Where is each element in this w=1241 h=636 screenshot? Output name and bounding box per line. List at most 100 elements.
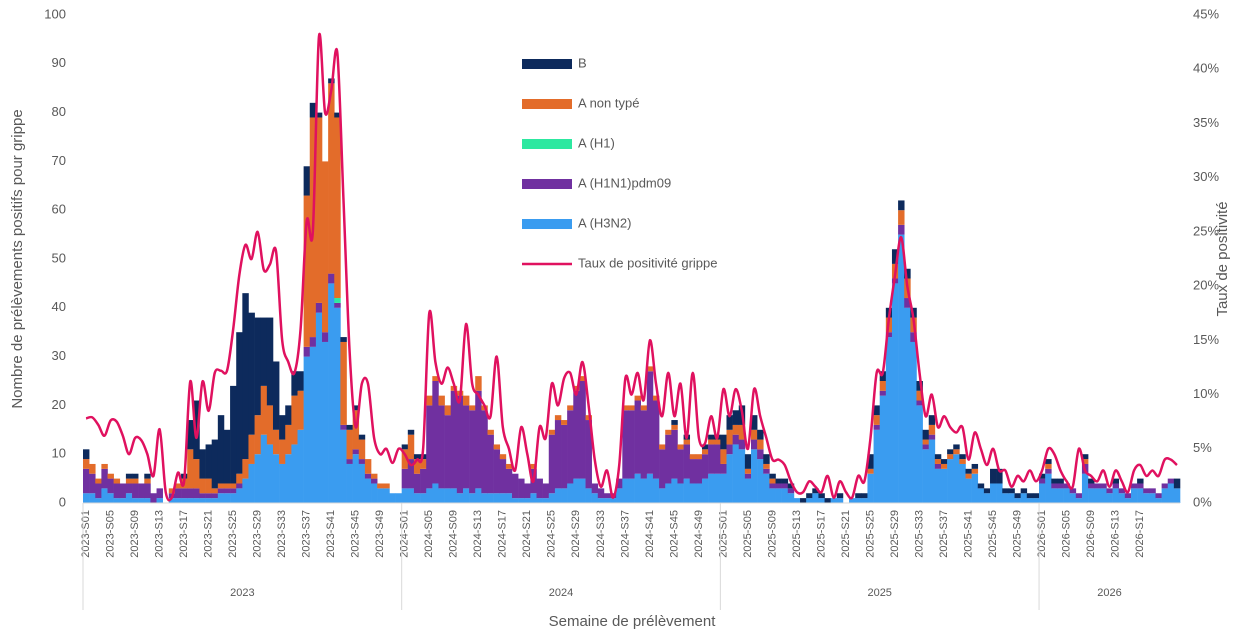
bar-segment bbox=[254, 317, 262, 416]
x-tick-label: 2025-S25 bbox=[864, 510, 876, 558]
bar-segment bbox=[928, 434, 936, 440]
bar-segment bbox=[1075, 493, 1083, 499]
bar-segment bbox=[95, 478, 102, 484]
bar-segment bbox=[1014, 498, 1021, 503]
bar-segment bbox=[695, 454, 703, 460]
bar-segment bbox=[977, 483, 985, 489]
bar-segment bbox=[1045, 459, 1052, 464]
x-tick-label: 2023-S09 bbox=[129, 510, 141, 558]
bar-segment bbox=[947, 449, 954, 455]
bar-segment bbox=[628, 410, 635, 479]
bar-segment bbox=[928, 415, 936, 425]
x-tick-label: 2025-S21 bbox=[840, 510, 852, 558]
bar-segment bbox=[1032, 493, 1040, 499]
bar-segment bbox=[346, 459, 353, 464]
bar-segment bbox=[1124, 498, 1132, 503]
bar-segment bbox=[781, 478, 789, 484]
bar-segment bbox=[573, 385, 580, 391]
bar-segment bbox=[401, 488, 409, 503]
bar-segment bbox=[199, 493, 206, 499]
x-tick-label: 2025-S17 bbox=[815, 510, 827, 558]
bar-segment bbox=[1112, 478, 1120, 484]
bar-segment bbox=[634, 395, 641, 401]
bar-segment bbox=[683, 444, 691, 479]
bar-segment bbox=[438, 395, 445, 406]
bar-segment bbox=[83, 493, 90, 503]
bar-segment bbox=[132, 473, 139, 479]
y-tick-label: 60 bbox=[52, 202, 66, 217]
bar-segment bbox=[1051, 488, 1058, 503]
bar-segment bbox=[579, 376, 586, 381]
bar-segment bbox=[456, 493, 464, 503]
bar-segment bbox=[763, 468, 770, 474]
bar-segment bbox=[1063, 483, 1070, 489]
bar-segment bbox=[217, 493, 225, 503]
bar-segment bbox=[738, 424, 746, 440]
bar-segment bbox=[775, 488, 782, 503]
bar-segment bbox=[910, 341, 917, 503]
bar-segment bbox=[603, 493, 611, 499]
bar-segment bbox=[487, 493, 494, 503]
y-tick-label: 90 bbox=[52, 55, 66, 70]
bar-segment bbox=[769, 478, 776, 484]
bar-segment bbox=[726, 415, 733, 430]
bar-segment bbox=[211, 493, 219, 499]
bar-segment bbox=[561, 420, 568, 425]
bar-segment bbox=[836, 498, 844, 503]
bar-segment bbox=[959, 454, 966, 460]
bar-segment bbox=[990, 483, 997, 503]
x-tick-label: 2023-S21 bbox=[203, 510, 215, 558]
bar-segment bbox=[775, 478, 782, 484]
bar-segment bbox=[291, 395, 298, 445]
bar-segment bbox=[113, 483, 121, 499]
legend-label: A (H1) bbox=[578, 135, 615, 150]
bar-segment bbox=[291, 444, 298, 503]
y-tick-label: 30 bbox=[52, 348, 66, 363]
bar-segment bbox=[787, 483, 795, 489]
bar-segment bbox=[1161, 483, 1169, 489]
bar-segment bbox=[358, 463, 366, 503]
bar-segment bbox=[242, 478, 249, 503]
bar-segment bbox=[751, 429, 758, 440]
x-tick-label: 2026-S05 bbox=[1061, 510, 1073, 558]
bar-segment bbox=[873, 429, 881, 503]
bar-segment bbox=[328, 283, 335, 503]
x-tick-label: 2025-S01 bbox=[717, 510, 729, 558]
bar-segment bbox=[708, 434, 715, 440]
bar-segment bbox=[89, 463, 96, 474]
legend-swatch bbox=[522, 219, 572, 229]
bar-segment bbox=[230, 385, 237, 484]
y-tick-label: 10 bbox=[52, 446, 66, 461]
bar-segment bbox=[420, 468, 427, 494]
bar-segment bbox=[125, 478, 133, 484]
bar-segment bbox=[1100, 483, 1107, 489]
bar-segment bbox=[793, 498, 801, 503]
x-tick-label: 2025-S09 bbox=[766, 510, 778, 558]
x-group-label: 2024 bbox=[549, 587, 573, 599]
x-tick-label: 2023-S49 bbox=[374, 510, 386, 558]
bar-segment bbox=[371, 483, 378, 503]
bar-segment bbox=[107, 493, 114, 503]
y-axis-title: Nombre de prélèvements positifs pour gri… bbox=[9, 109, 26, 408]
bar-segment bbox=[916, 405, 923, 503]
bar-segment bbox=[548, 493, 556, 503]
bar-segment bbox=[315, 117, 323, 303]
bar-segment bbox=[260, 385, 268, 435]
y-tick-label: 80 bbox=[52, 104, 66, 119]
bar-segment bbox=[223, 493, 231, 503]
bar-segment bbox=[291, 371, 298, 396]
bar-segment bbox=[879, 390, 887, 396]
bar-segment bbox=[297, 371, 304, 391]
x-tick-label: 2023-S17 bbox=[178, 510, 190, 558]
bar-segment bbox=[904, 298, 911, 308]
bar-segment bbox=[1026, 498, 1034, 503]
bar-segment bbox=[1057, 478, 1064, 484]
legend-label: A non typé bbox=[578, 95, 639, 110]
bar-segment bbox=[413, 493, 421, 503]
bar-segment bbox=[720, 463, 727, 474]
bar-segment bbox=[671, 478, 678, 503]
bar-segment bbox=[1081, 473, 1089, 503]
bar-segment bbox=[953, 444, 960, 450]
bar-segment bbox=[223, 488, 231, 494]
bar-segment bbox=[652, 478, 660, 503]
